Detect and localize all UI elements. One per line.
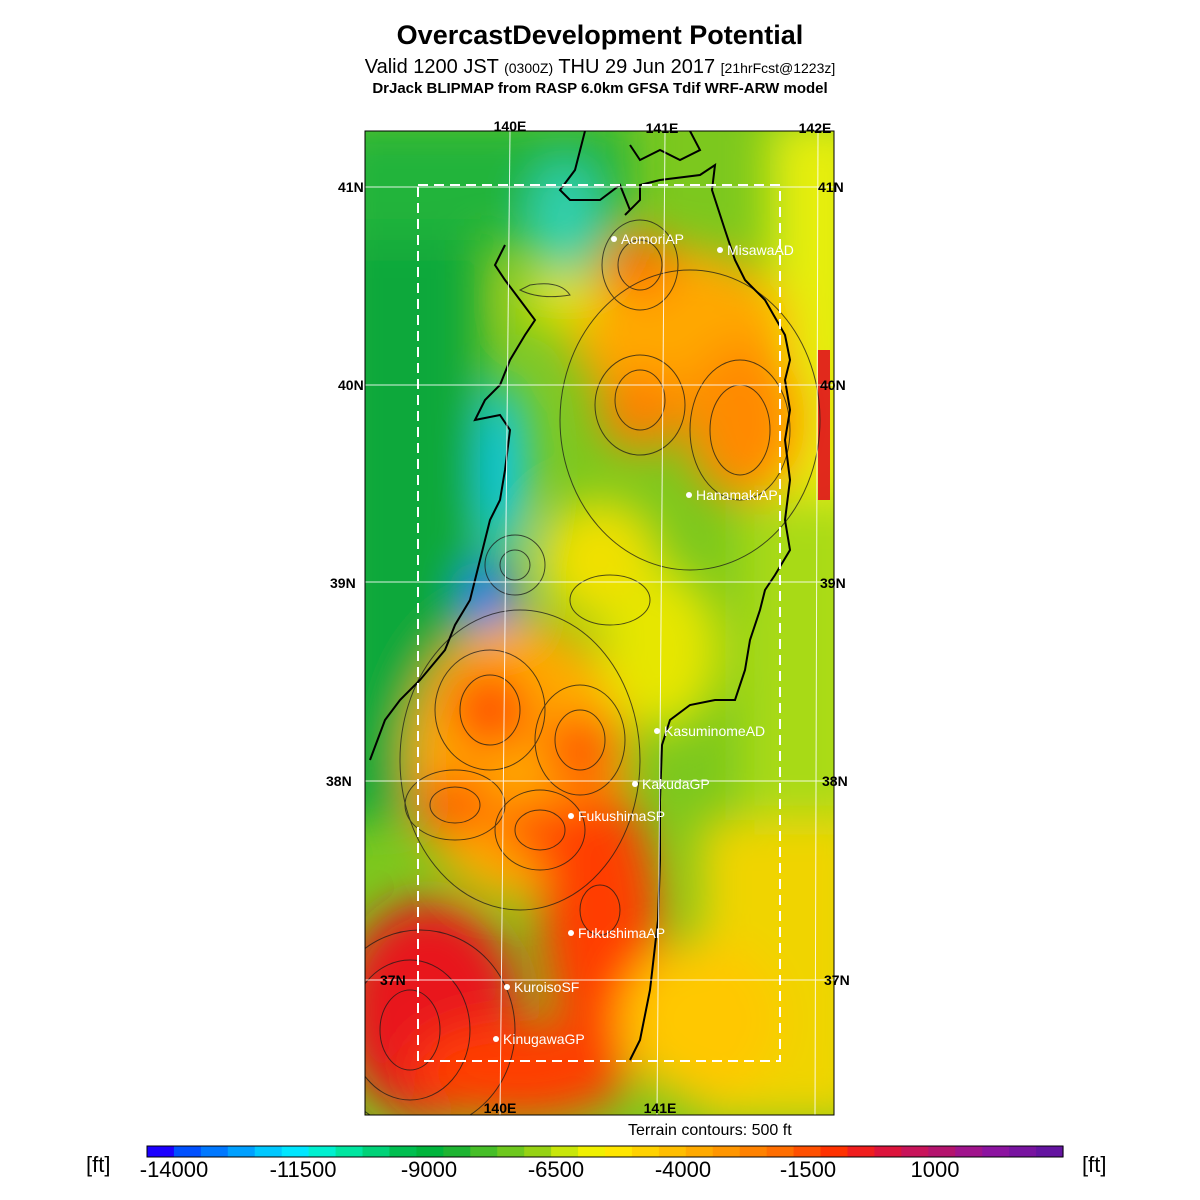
lat-label-left: 38N xyxy=(326,773,352,789)
colorbar-swatch xyxy=(578,1146,606,1157)
colorbar-swatch xyxy=(524,1146,552,1157)
colorbar-tick-label: -4000 xyxy=(654,1157,712,1182)
valid-time-line: Valid 1200 JST (0300Z) THU 29 Jun 2017 [… xyxy=(0,56,1200,79)
potential-field xyxy=(365,131,834,1115)
colorbar-swatch xyxy=(766,1146,795,1157)
colorbar-tick-label: -6500 xyxy=(527,1157,585,1182)
station-label: FukushimaSP xyxy=(578,808,665,824)
colorbar-swatch xyxy=(389,1146,418,1157)
station-label: AomoriAP xyxy=(621,231,684,247)
colorbar-swatch xyxy=(308,1146,337,1157)
colorbar-tick-label: -14000 xyxy=(139,1157,209,1182)
coastline xyxy=(369,131,792,1061)
valid-zulu: (0300Z) xyxy=(504,60,554,76)
station-label: KasuminomeAD xyxy=(664,723,765,739)
colorbar-swatch xyxy=(847,1146,876,1157)
station-kuroisosf: KuroisoSF xyxy=(504,979,579,995)
terrain-contours xyxy=(365,219,821,1115)
colorbar-unit-right: [ft] xyxy=(1082,1152,1107,1177)
colorbar-swatch xyxy=(631,1146,660,1157)
station-kasuminomead: KasuminomeAD xyxy=(654,723,765,739)
colorbar-tick-label: -11500 xyxy=(269,1157,337,1182)
lat-label-left: 40N xyxy=(338,377,364,393)
lon-label-top: 141E xyxy=(646,120,679,136)
colorbar-swatch xyxy=(254,1146,283,1157)
graticule xyxy=(365,130,834,1116)
lon-label-top: 140E xyxy=(494,118,527,134)
station-aomoriap: AomoriAP xyxy=(611,231,684,247)
station-label: HanamakiAP xyxy=(696,487,778,503)
colorbar-swatch xyxy=(901,1146,929,1157)
colorbar-swatch xyxy=(335,1146,364,1157)
colorbar-swatch xyxy=(416,1146,444,1157)
forecast-info: [21hrFcst@1223z] xyxy=(720,60,836,76)
station-label: KuroisoSF xyxy=(514,979,579,995)
map-frame xyxy=(364,130,835,1116)
station-label: KakudaGP xyxy=(642,776,710,792)
inner-domain-box xyxy=(417,184,781,1062)
station-misawaad: MisawaAD xyxy=(717,242,794,258)
lat-label-left: 39N xyxy=(330,575,356,591)
station-fukushimaap: FukushimaAP xyxy=(568,925,665,941)
colorbar-swatch xyxy=(820,1146,849,1157)
lat-label-left: 41N xyxy=(338,179,364,195)
lat-label-right: 38N xyxy=(822,773,848,789)
colorbar-swatch xyxy=(362,1146,391,1157)
colorbar-swatch xyxy=(470,1146,498,1157)
lon-label-bottom: 141E xyxy=(644,1100,677,1116)
chart-title: OvercastDevelopment Potential xyxy=(396,20,804,50)
colorbar-swatch xyxy=(200,1146,229,1157)
lat-label-right: 41N xyxy=(818,179,844,195)
colorbar-frame xyxy=(146,1145,1064,1158)
lat-label-right: 39N xyxy=(820,575,846,591)
colorbar-swatch xyxy=(1036,1146,1064,1157)
colorbar-swatch xyxy=(173,1146,202,1157)
colorbar-swatch xyxy=(874,1146,902,1157)
lon-label-bottom: 140E xyxy=(484,1100,517,1116)
colorbar-tick-label: -1500 xyxy=(779,1157,837,1182)
colorbar-swatch xyxy=(605,1146,633,1157)
station-hanamakiap: HanamakiAP xyxy=(686,487,778,503)
valid-prefix: Valid 1200 JST xyxy=(364,56,499,78)
valid-date: THU 29 Jun 2017 xyxy=(558,56,716,78)
colorbar-swatch xyxy=(227,1146,256,1157)
lat-label-right: 37N xyxy=(824,972,850,988)
lat-label-right: 40N xyxy=(820,377,846,393)
model-description: DrJack BLIPMAP from RASP 6.0km GFSA Tdif… xyxy=(372,80,828,97)
station-kakudagp: KakudaGP xyxy=(632,776,710,792)
lon-label-top: 142E xyxy=(799,120,832,136)
colorbar-swatch xyxy=(955,1146,983,1157)
colorbar-swatch xyxy=(443,1146,471,1157)
station-label: FukushimaAP xyxy=(578,925,665,941)
colorbar-tick-label: -9000 xyxy=(400,1157,458,1182)
colorbar-swatch xyxy=(982,1146,1010,1157)
colorbar-swatch xyxy=(739,1146,768,1157)
station-label: MisawaAD xyxy=(727,242,794,258)
colorbar xyxy=(146,1145,1064,1158)
colorbar-swatch xyxy=(1009,1146,1037,1157)
lat-label-left: 37N xyxy=(380,972,406,988)
colorbar-swatch xyxy=(147,1146,175,1157)
colorbar-swatch xyxy=(658,1146,687,1157)
colorbar-tick-label: 1000 xyxy=(910,1157,960,1182)
station-fukushimasp: FukushimaSP xyxy=(568,808,665,824)
colorbar-swatch xyxy=(712,1146,741,1157)
colorbar-swatch xyxy=(928,1146,956,1157)
station-label: KinugawaGP xyxy=(503,1031,585,1047)
colorbar-swatch xyxy=(281,1146,310,1157)
terrain-contours-note: Terrain contours: 500 ft xyxy=(628,1122,792,1139)
colorbar-swatch xyxy=(685,1146,714,1157)
station-kinugawagp: KinugawaGP xyxy=(493,1031,585,1047)
colorbar-swatch xyxy=(497,1146,525,1157)
colorbar-swatch xyxy=(793,1146,822,1157)
colorbar-unit-left: [ft] xyxy=(86,1152,111,1177)
colorbar-swatch xyxy=(551,1146,579,1157)
